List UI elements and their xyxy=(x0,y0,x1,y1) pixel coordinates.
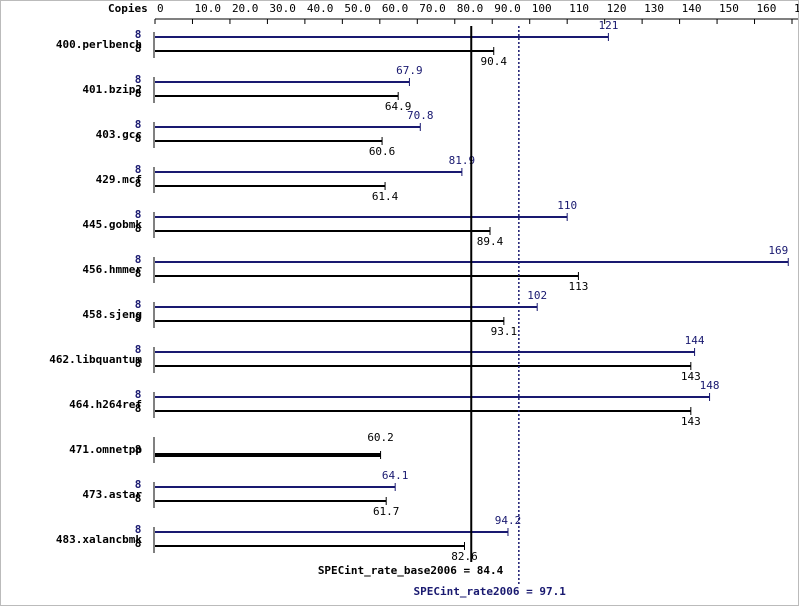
x-tick-label: 50.0 xyxy=(344,2,371,15)
copies-label: 8 xyxy=(135,222,142,235)
copies-label: 8 xyxy=(135,87,142,100)
value-label: 148 xyxy=(700,379,720,392)
x-tick-label: 90.0 xyxy=(494,2,521,15)
x-tick-label: 10.0 xyxy=(194,2,221,15)
value-label: 113 xyxy=(568,280,588,293)
x-tick-label: 170 xyxy=(794,2,799,15)
x-tick-label: 30.0 xyxy=(269,2,296,15)
copies-label: 8 xyxy=(135,492,142,505)
copies-label: 8 xyxy=(135,312,142,325)
value-label: 169 xyxy=(768,244,788,257)
copies-label: 8 xyxy=(135,388,142,401)
value-label: 93.1 xyxy=(491,325,518,338)
category-label: 445.gobmk xyxy=(82,218,142,231)
copies-label: 8 xyxy=(135,402,142,415)
x-tick-label: 130 xyxy=(644,2,664,15)
value-label: 67.9 xyxy=(396,64,423,77)
copies-label: 8 xyxy=(135,253,142,266)
value-label: 143 xyxy=(681,415,701,428)
copies-label: 8 xyxy=(135,28,142,41)
x-tick-label: 80.0 xyxy=(457,2,484,15)
copies-label: 8 xyxy=(135,208,142,221)
value-label: 81.9 xyxy=(449,154,476,167)
value-label: 70.8 xyxy=(407,109,434,122)
value-label: 60.6 xyxy=(369,145,396,158)
x-tick-label: 20.0 xyxy=(232,2,258,15)
x-tick-label: 70.0 xyxy=(419,2,446,15)
category-label: 464.h264ref xyxy=(69,398,142,411)
category-label: 403.gcc xyxy=(96,128,142,141)
x-tick-label: 160 xyxy=(757,2,777,15)
x-tick-label: 0 xyxy=(157,2,164,15)
value-label: 144 xyxy=(685,334,705,347)
value-label: 64.1 xyxy=(382,469,409,482)
copies-header: Copies xyxy=(108,2,148,15)
category-label: 456.hmmer xyxy=(82,263,142,276)
copies-label: 8 xyxy=(135,443,142,456)
value-label: 121 xyxy=(598,19,618,32)
value-label: 94.2 xyxy=(495,514,522,527)
value-label: 60.2 xyxy=(367,431,394,444)
category-label: 483.xalancbmk xyxy=(56,533,142,546)
reference-label: SPECint_rate2006 = 97.1 xyxy=(414,585,567,598)
value-label: 64.9 xyxy=(385,100,412,113)
copies-label: 8 xyxy=(135,523,142,536)
value-label: 90.4 xyxy=(480,55,507,68)
value-label: 102 xyxy=(527,289,547,302)
category-label: 401.bzip2 xyxy=(82,83,142,96)
copies-label: 8 xyxy=(135,163,142,176)
copies-label: 8 xyxy=(135,132,142,145)
copies-label: 8 xyxy=(135,537,142,550)
reference-label: SPECint_rate_base2006 = 84.4 xyxy=(318,564,504,577)
x-tick-label: 150 xyxy=(719,2,739,15)
copies-label: 8 xyxy=(135,298,142,311)
category-label: 471.omnetpp xyxy=(69,443,142,456)
x-tick-label: 60.0 xyxy=(382,2,409,15)
x-tick-label: 120 xyxy=(607,2,627,15)
x-tick-label: 100 xyxy=(532,2,552,15)
copies-label: 8 xyxy=(135,42,142,55)
copies-label: 8 xyxy=(135,177,142,190)
value-label: 82.6 xyxy=(451,550,478,563)
copies-label: 8 xyxy=(135,118,142,131)
value-label: 110 xyxy=(557,199,577,212)
copies-label: 8 xyxy=(135,478,142,491)
x-tick-label: 40.0 xyxy=(307,2,334,15)
x-tick-label: 110 xyxy=(569,2,589,15)
value-label: 89.4 xyxy=(477,235,504,248)
category-label: 429.mcf xyxy=(96,173,142,186)
category-label: 458.sjeng xyxy=(82,308,142,321)
value-label: 143 xyxy=(681,370,701,383)
category-label: 462.libquantum xyxy=(49,353,142,366)
x-tick-label: 140 xyxy=(682,2,702,15)
copies-label: 8 xyxy=(135,357,142,370)
copies-label: 8 xyxy=(135,267,142,280)
copies-label: 8 xyxy=(135,73,142,86)
value-label: 61.4 xyxy=(372,190,399,203)
value-label: 61.7 xyxy=(373,505,400,518)
copies-label: 8 xyxy=(135,343,142,356)
category-label: 400.perlbench xyxy=(56,38,142,51)
category-label: 473.astar xyxy=(82,488,142,501)
